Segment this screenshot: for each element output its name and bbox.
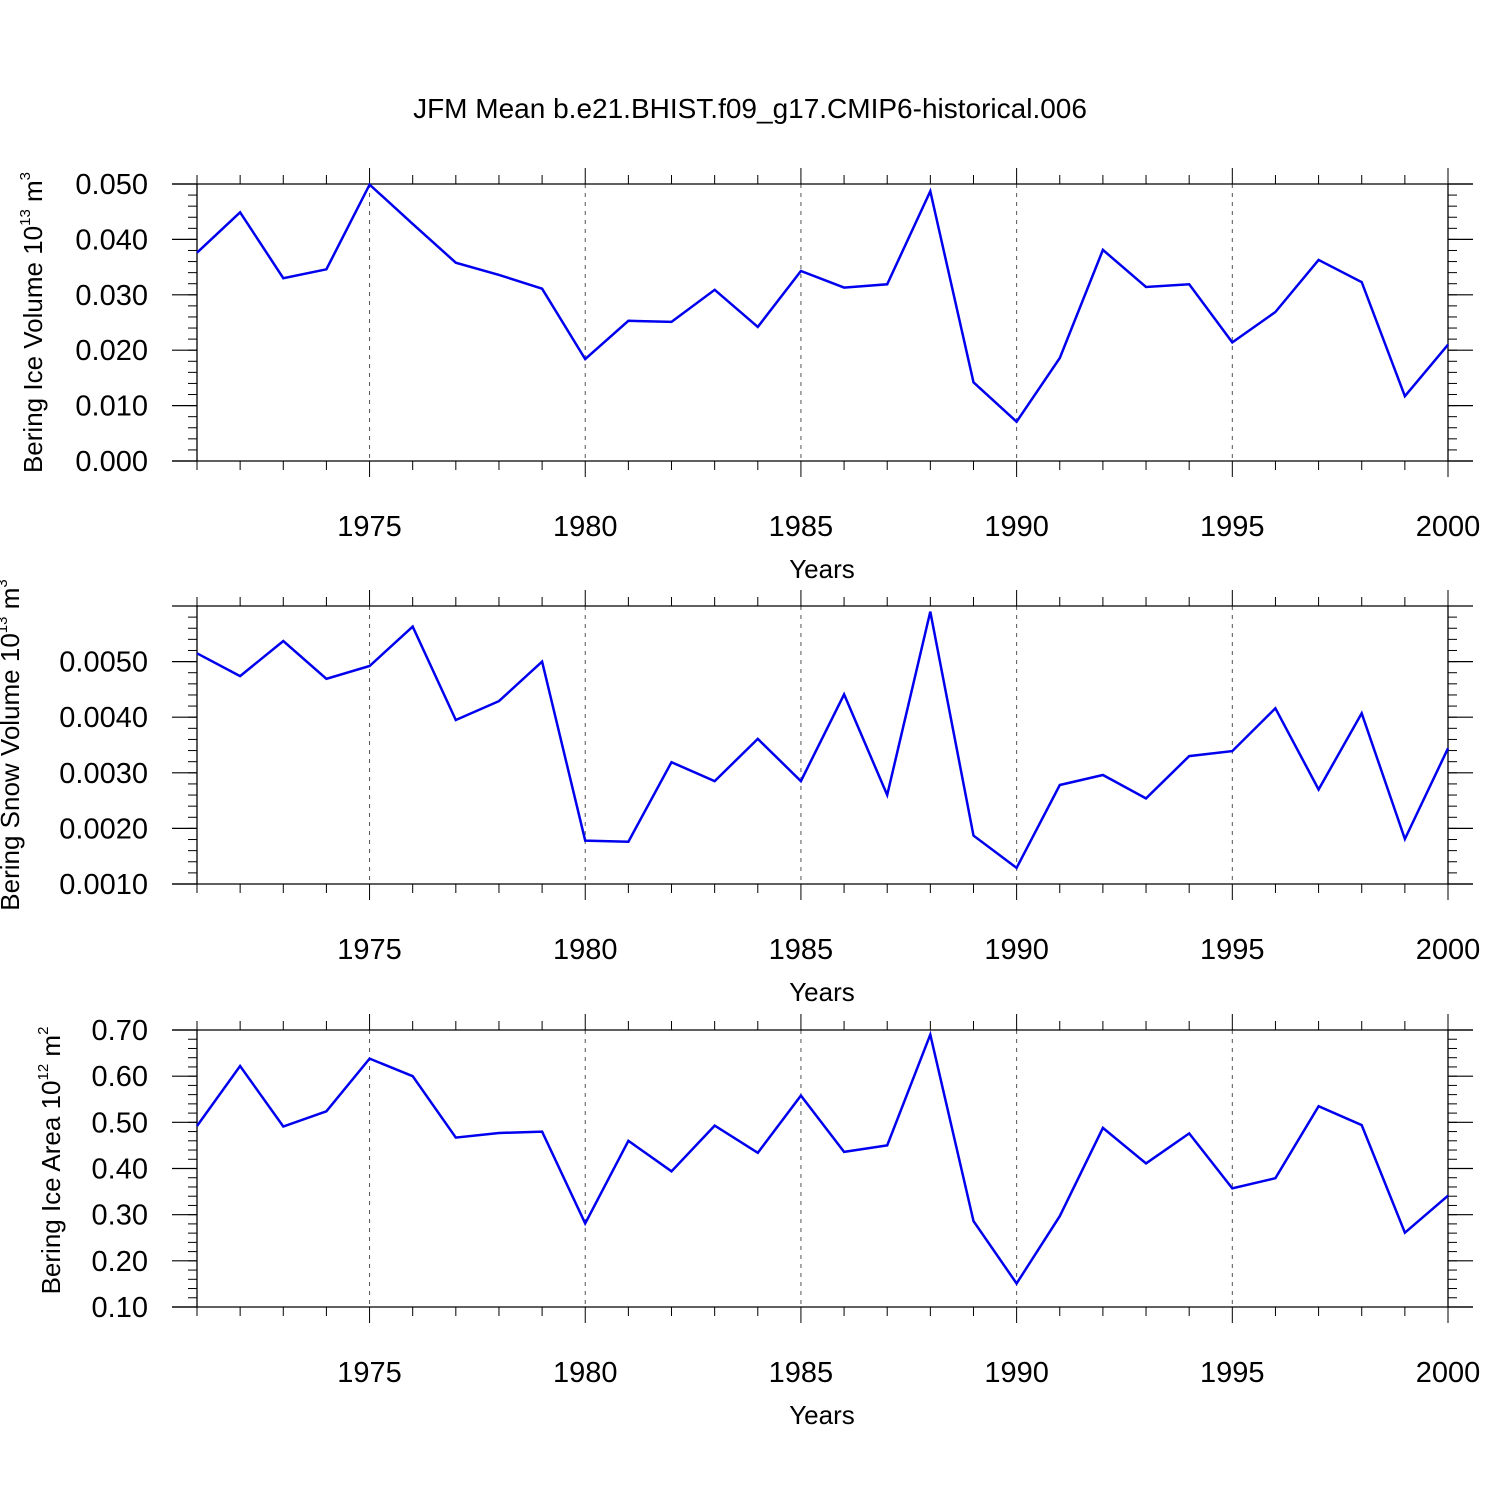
y-axis-label-superscript: 3	[0, 579, 11, 587]
x-tick-label: 1975	[337, 934, 402, 966]
x-tick-label: 1995	[1200, 511, 1265, 543]
series-line	[195, 1030, 1449, 1286]
series-line	[196, 611, 1450, 870]
x-tick-label: 1995	[1200, 934, 1265, 966]
series-line	[196, 182, 1449, 424]
x-tick-label: 2000	[1416, 1357, 1481, 1389]
y-tick-label: 0.050	[75, 169, 148, 201]
x-tick-label: 2000	[1416, 511, 1481, 543]
chart-panel-2: 1975 1980 1985 1990 1995 2000 Years 0.0010 0.002…	[0, 579, 1480, 1007]
y-axis-label-superscript: 12	[35, 1064, 52, 1081]
y-tick-label: 0.60	[92, 1061, 148, 1093]
x-tick-label: 1980	[553, 1357, 618, 1389]
y-axis-label-part: m	[36, 1035, 66, 1064]
y-axis-label-part: Bering Snow Volume 10	[0, 633, 25, 911]
x-tick-label: 1985	[769, 511, 834, 543]
x-tick-label: 1995	[1200, 1357, 1265, 1389]
y-axis-label-superscript: 13	[0, 617, 11, 634]
y-tick-label: 0.020	[75, 335, 148, 367]
x-axis-label: Years	[789, 977, 855, 1007]
x-tick-label: 1990	[984, 511, 1049, 543]
y-tick-label: 0.0050	[59, 647, 148, 679]
x-tick-label: 1985	[769, 934, 834, 966]
x-tick-label: 1980	[553, 934, 618, 966]
y-axis-label-part: m	[18, 180, 48, 209]
y-tick-label: 0.030	[75, 280, 148, 312]
y-axis-label-part: Bering Ice Area 10	[36, 1081, 66, 1295]
y-axis-label: Bering Ice Volume 1013 m3	[17, 172, 48, 473]
y-tick-label: 0.0040	[59, 702, 148, 734]
y-axis-label: Bering Snow Volume 1013 m3	[0, 579, 25, 910]
x-axis-label: Years	[789, 1400, 855, 1430]
x-tick-label: 1980	[553, 511, 618, 543]
x-tick-label: 1975	[337, 511, 402, 543]
y-tick-label: 0.10	[92, 1292, 148, 1324]
y-tick-label: 0.40	[92, 1154, 148, 1186]
y-tick-label: 0.0020	[59, 813, 148, 845]
y-tick-label: 0.0030	[59, 758, 148, 790]
y-tick-label: 0.000	[75, 446, 148, 478]
y-axis-label-superscript: 2	[35, 1027, 52, 1035]
y-tick-label: 0.0010	[59, 869, 148, 901]
x-tick-label: 1990	[984, 934, 1049, 966]
chart-panel-1: 1975 1980 1985 1990 1995 2000 Years 0.000 0.010 0…	[17, 168, 1480, 584]
x-axis-label: Years	[789, 554, 855, 584]
y-axis-label-superscript: 13	[17, 209, 34, 226]
panels: 1975 1980 1985 1990 1995 2000 Years 0.000 0.010 0…	[0, 168, 1480, 1430]
y-tick-label: 0.20	[92, 1246, 148, 1278]
y-tick-label: 0.040	[75, 224, 148, 256]
y-tick-label: 0.70	[92, 1015, 148, 1047]
y-axis-label: Bering Ice Area 1012 m2	[35, 1027, 66, 1295]
y-tick-label: 0.010	[75, 391, 148, 423]
x-tick-label: 1975	[337, 1357, 402, 1389]
x-tick-label: 1985	[769, 1357, 834, 1389]
y-axis-label-part: m	[0, 588, 25, 617]
chart-panel-3: 1975 1980 1985 1990 1995 2000 Years 0.10 0.20 0.3…	[35, 1014, 1480, 1430]
x-tick-label: 2000	[1416, 934, 1481, 966]
y-tick-label: 0.30	[92, 1200, 148, 1232]
y-tick-label: 0.50	[92, 1107, 148, 1139]
figure-title: JFM Mean b.e21.BHIST.f09_g17.CMIP6-histo…	[413, 93, 1087, 124]
y-axis-label-superscript: 3	[17, 172, 34, 180]
y-axis-label-part: Bering Ice Volume 10	[18, 226, 48, 473]
x-tick-label: 1990	[984, 1357, 1049, 1389]
